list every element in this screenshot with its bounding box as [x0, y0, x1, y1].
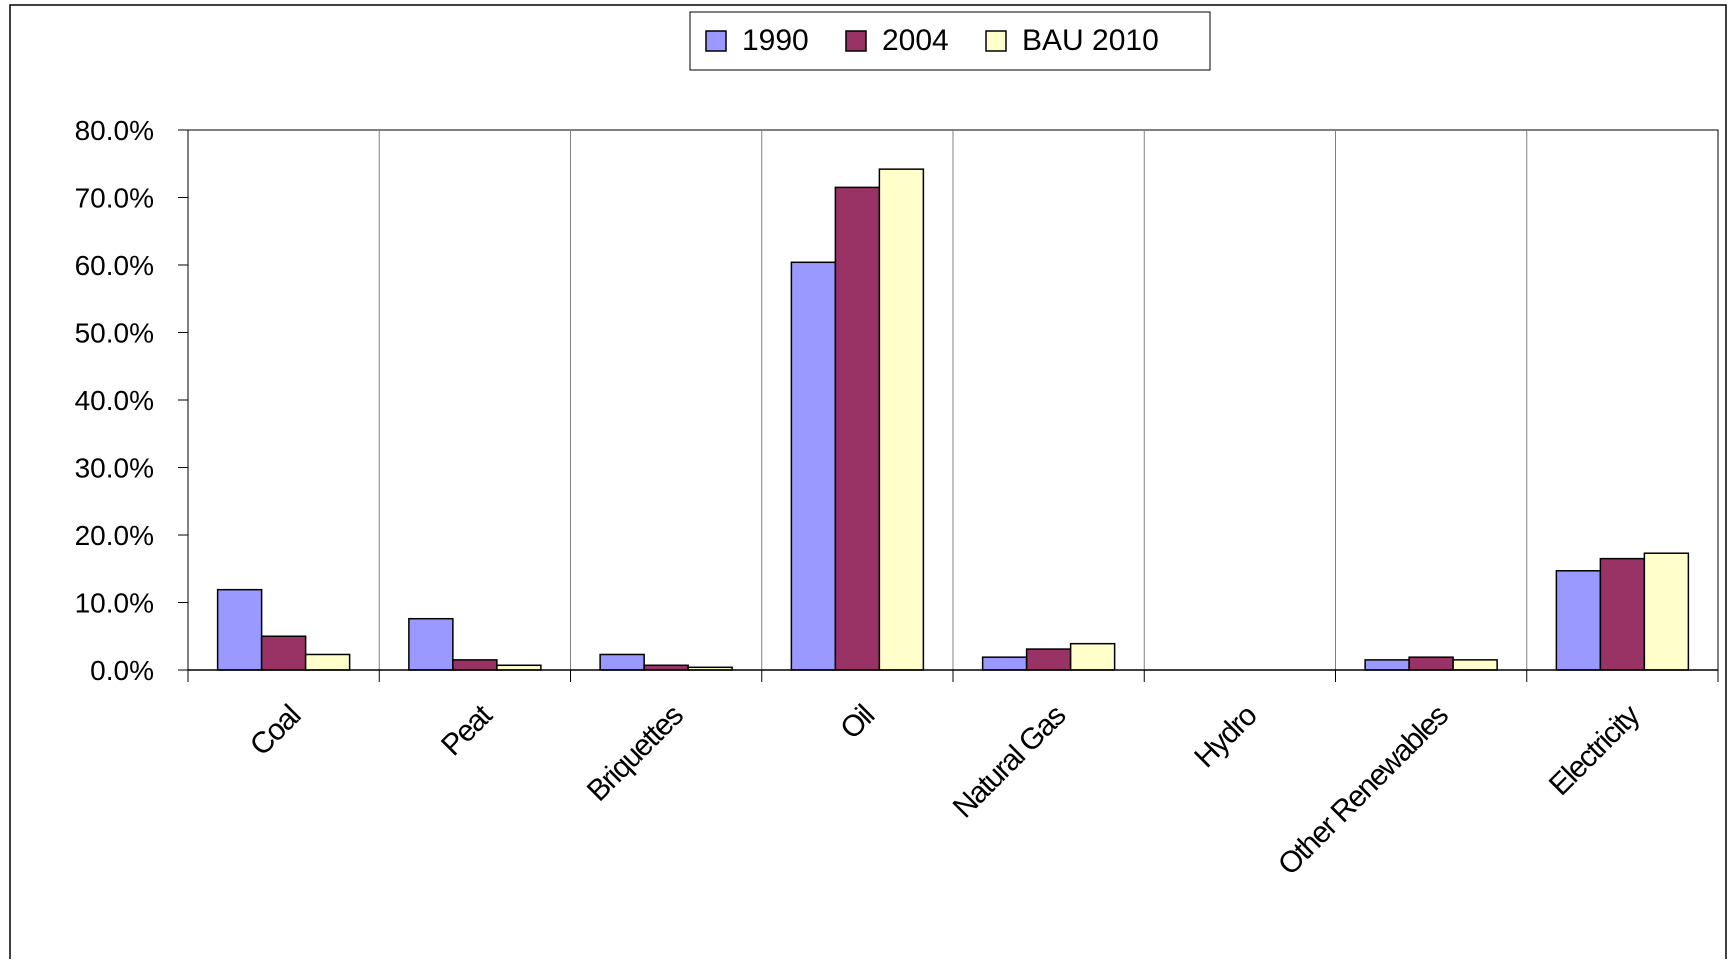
legend-label: BAU 2010 — [1022, 24, 1159, 57]
bar — [1364, 659, 1410, 671]
bar — [1069, 642, 1116, 671]
bar — [1643, 552, 1690, 671]
plot-area: 0.0% 10.0% 20.0% 30.0% 40.0% 50.0% 60.0% 70.0% 8… — [75, 115, 1719, 882]
legend: 1990 2004 BAU 2010 — [689, 11, 1211, 71]
bar — [408, 617, 454, 671]
bar — [1408, 656, 1454, 671]
y-tick-label: 10.0% — [75, 588, 154, 619]
y-tick-label: 20.0% — [75, 520, 154, 551]
bar — [216, 588, 263, 671]
bar — [1599, 557, 1646, 671]
legend-swatch — [845, 30, 867, 52]
legend-label: 2004 — [882, 24, 949, 57]
legend-swatch — [705, 30, 727, 52]
y-tick-label: 40.0% — [75, 385, 154, 416]
legend-swatch — [985, 30, 1007, 52]
bar — [1555, 570, 1602, 671]
bar — [1452, 659, 1498, 671]
bar — [1025, 648, 1072, 671]
y-tick-label: 60.0% — [75, 250, 154, 281]
y-tick-label: 30.0% — [75, 453, 154, 484]
bar — [790, 261, 837, 671]
bar — [452, 659, 498, 671]
bar — [260, 635, 307, 671]
y-tick-label: 70.0% — [75, 183, 154, 214]
bar — [304, 653, 351, 671]
bar — [981, 656, 1028, 671]
legend-box — [689, 11, 1211, 71]
bar — [599, 653, 645, 671]
y-tick-label: 0.0% — [90, 655, 154, 686]
y-tick-label: 80.0% — [75, 115, 154, 146]
bar — [878, 168, 925, 671]
legend-label: 1990 — [742, 24, 809, 57]
y-tick-label: 50.0% — [75, 318, 154, 349]
bar — [834, 186, 881, 671]
